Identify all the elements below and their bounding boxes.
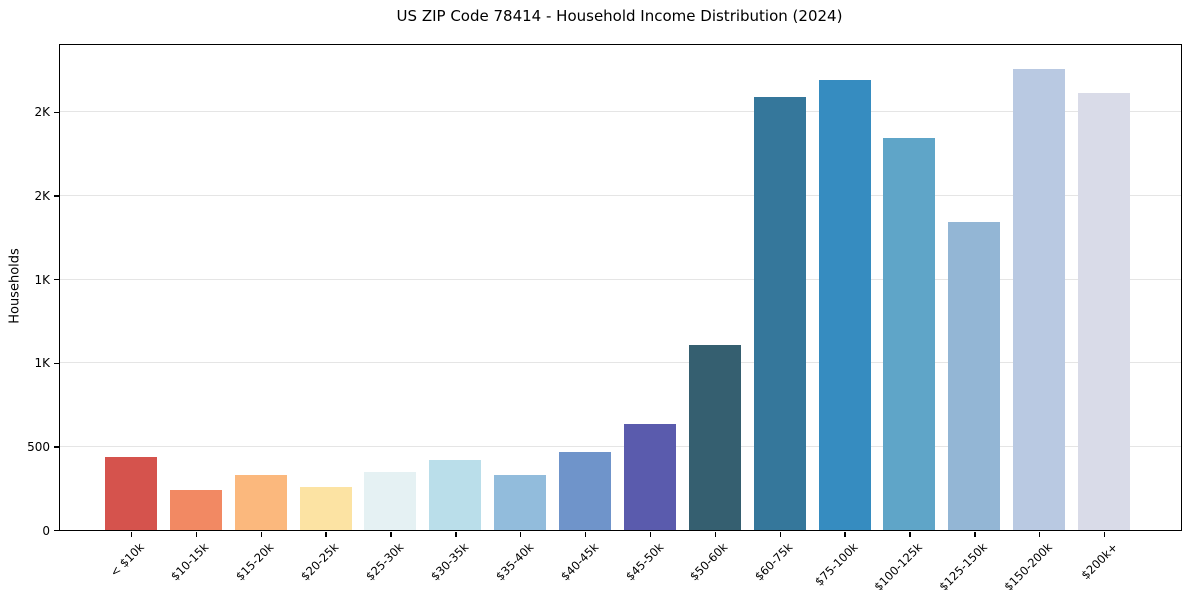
bar xyxy=(364,472,417,530)
x-tick-mark xyxy=(325,532,327,537)
bar xyxy=(818,80,871,530)
chart-title: US ZIP Code 78414 - Household Income Dis… xyxy=(396,7,843,25)
x-tick-mark xyxy=(1038,532,1041,537)
bar xyxy=(1078,93,1131,530)
x-tick-label: $100-125k xyxy=(871,540,926,590)
bar xyxy=(948,222,1001,530)
x-tick-label: $45-50k xyxy=(622,540,666,584)
y-tick-label: 2K xyxy=(34,105,50,120)
x-tick-label: $35-40k xyxy=(492,540,537,584)
y-tick-label: 1K xyxy=(34,356,50,371)
x-tick-mark xyxy=(909,532,911,537)
x-tick-mark xyxy=(779,532,781,537)
x-tick-label: $75-100k xyxy=(811,540,861,589)
y-tick-label: 0 xyxy=(42,523,50,538)
x-tick-mark xyxy=(844,532,846,537)
x-tick-mark xyxy=(455,532,457,537)
bar xyxy=(169,489,222,530)
x-tick-mark xyxy=(714,532,717,537)
bar xyxy=(494,475,547,530)
x-tick-label: $150-200k xyxy=(1001,540,1056,590)
x-tick-mark xyxy=(1103,532,1106,537)
bar xyxy=(105,456,157,530)
x-tick-mark xyxy=(520,532,522,537)
plot-area xyxy=(59,44,1182,531)
x-tick-label: $50-60k xyxy=(687,540,731,584)
x-tick-mark xyxy=(130,532,133,537)
x-tick-label: $20-25k xyxy=(298,540,342,584)
bar xyxy=(559,451,612,530)
bar xyxy=(1013,69,1066,530)
x-tick-mark xyxy=(390,532,392,537)
bar xyxy=(429,460,482,530)
x-tick-label: $25-30k xyxy=(362,540,407,584)
y-tick-label: 2K xyxy=(34,189,50,204)
y-axis-label: Households xyxy=(7,248,23,324)
x-tick-label: $125-150k xyxy=(936,540,991,590)
x-tick-mark xyxy=(974,532,976,537)
bar xyxy=(299,486,352,530)
bar xyxy=(883,138,936,530)
x-tick-label: $30-35k xyxy=(427,540,472,584)
x-tick-mark xyxy=(260,532,262,537)
x-tick-label: < $10k xyxy=(107,540,147,580)
x-tick-mark xyxy=(584,532,587,537)
gridline xyxy=(60,195,1181,197)
gridline xyxy=(60,362,1181,364)
gridline xyxy=(60,111,1181,113)
bar xyxy=(688,345,741,530)
x-tick-mark xyxy=(195,532,198,537)
x-tick-mark xyxy=(649,532,652,537)
x-tick-label: $15-20k xyxy=(233,540,277,584)
x-tick-label: $60-75k xyxy=(752,540,796,584)
x-tick-label: $10-15k xyxy=(168,540,212,584)
gridline xyxy=(60,278,1181,280)
gridline xyxy=(60,445,1181,447)
bar xyxy=(753,97,806,530)
y-tick-label: 500 xyxy=(27,439,50,454)
bar xyxy=(623,424,676,530)
x-tick-label: $40-45k xyxy=(557,540,601,584)
bar xyxy=(234,474,287,530)
x-tick-label: $200k+ xyxy=(1077,540,1120,583)
